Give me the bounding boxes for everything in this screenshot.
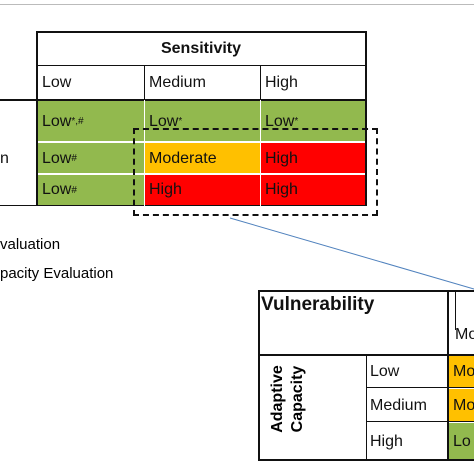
cell: Lo [449,423,474,460]
border [0,141,366,142]
cell: Low * [261,101,365,142]
border [366,421,474,422]
cell: Mo [449,389,474,422]
highlight-box [133,128,378,216]
border [144,65,145,206]
border [0,99,366,101]
cell: Low *,# [38,101,144,142]
cell: Low # [38,175,144,205]
cell: High [145,175,260,205]
cell: Low * [145,101,260,142]
cell-text: High [265,181,298,198]
border [37,31,366,33]
cell: High [261,143,365,174]
column-label: Mode [455,326,474,343]
cell-text: Low [149,112,179,130]
cell-text: Low [42,112,72,130]
title: Vulnerability [261,294,375,315]
row-label: Medium [370,396,427,414]
cell-text: Moderate [149,149,217,167]
border [144,65,145,100]
cell: Mo [449,356,474,388]
border [260,65,261,100]
row-label: n [0,149,9,167]
axis-label: Adaptive Capacity [269,365,306,433]
cell-text: High [149,181,182,198]
cell: Moderate [145,143,260,174]
border [36,31,38,206]
note: pacity Evaluation [0,265,114,282]
column-label: Low [42,74,72,91]
border [0,205,366,206]
border [260,65,261,206]
border [366,387,474,388]
sup: * [178,116,183,127]
border [0,173,366,174]
header: Sensitivity [160,40,242,57]
cell-text: High [265,149,298,167]
sup: *,# [71,116,84,127]
note: valuation [0,236,61,253]
sup: # [71,153,77,164]
column-label: Medium [149,74,206,91]
cell-text: Low [42,149,72,167]
border [447,290,449,461]
cell: High [261,175,365,205]
connector-line [229,217,474,290]
cell: Low # [38,143,144,174]
cell-text: Low [42,181,72,198]
rule [0,4,474,5]
border [37,65,366,66]
border [455,290,456,330]
border [365,31,367,206]
sup: * [294,116,299,127]
column-label: High [265,74,298,91]
sup: # [71,184,77,196]
border [366,354,367,461]
row-label: High [370,432,403,450]
cell-text: Low [265,112,295,130]
row-label: Low [370,363,400,380]
